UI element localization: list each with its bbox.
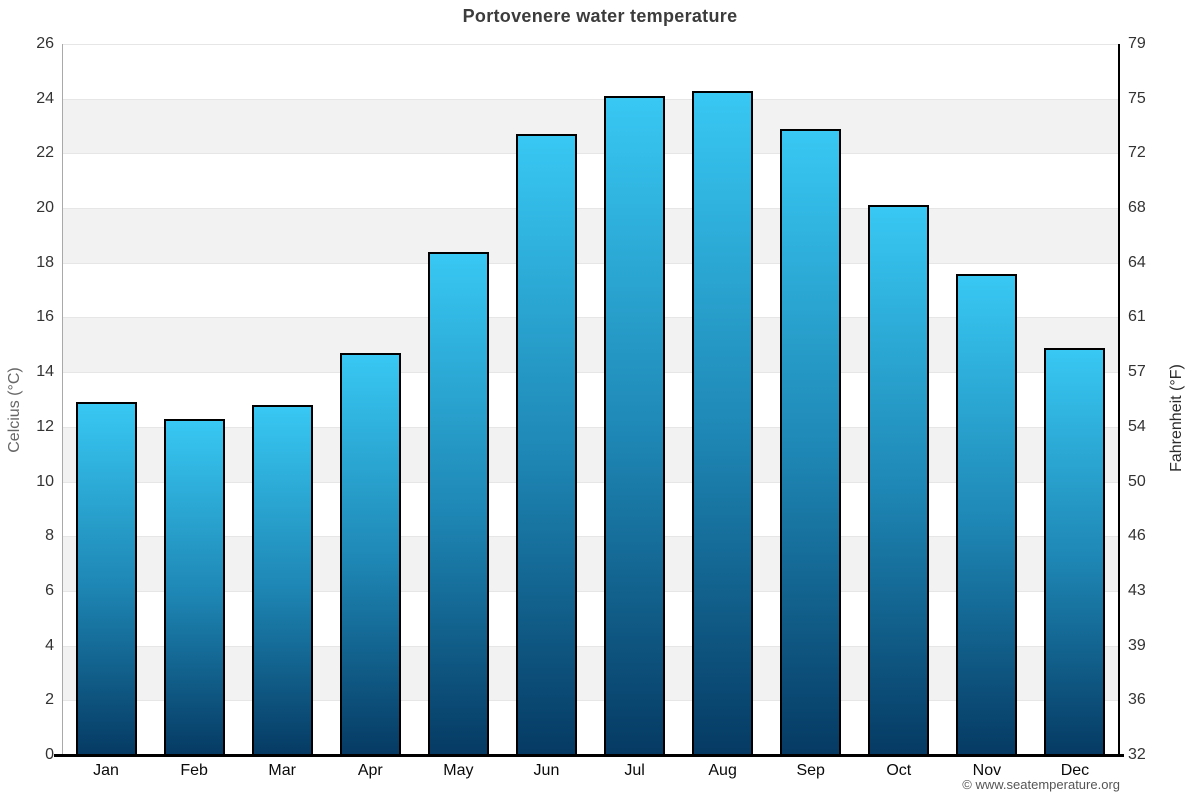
gridline — [62, 372, 1119, 374]
plot-band — [62, 153, 1119, 209]
y-axis-title-celsius: Celcius (°C) — [6, 367, 23, 453]
bar-dec[interactable] — [1044, 347, 1106, 755]
plot-band — [62, 98, 1119, 154]
bar-feb[interactable] — [163, 418, 225, 755]
plot-band — [62, 700, 1119, 755]
bar-may[interactable] — [427, 251, 489, 755]
gridline — [62, 208, 1119, 210]
y-axis-line-fahrenheit — [1118, 44, 1120, 755]
y-axis-tick-fahrenheit: 36 — [1128, 691, 1146, 709]
x-axis-label-oct: Oct — [886, 762, 912, 779]
y-axis-tick-celsius: 26 — [36, 35, 54, 52]
y-axis-tick-celsius: 2 — [45, 691, 54, 709]
gridline — [62, 645, 1119, 647]
x-axis-label-aug: Aug — [708, 762, 737, 779]
y-axis-tick-fahrenheit: 32 — [1128, 746, 1146, 763]
y-axis-line-celsius — [62, 44, 63, 755]
x-axis-label-jan: Jan — [93, 762, 119, 779]
y-axis-tick-celsius: 22 — [36, 144, 54, 162]
gridline — [62, 98, 1119, 100]
gridline — [62, 426, 1119, 428]
plot-band — [62, 262, 1119, 318]
y-axis-tick-fahrenheit: 54 — [1128, 417, 1146, 435]
y-axis-tick-fahrenheit: 79 — [1128, 35, 1146, 52]
gridline — [62, 44, 1119, 45]
x-axis-label-apr: Apr — [357, 762, 383, 779]
bar-mar[interactable] — [251, 404, 313, 755]
y-axis-tick-celsius: 20 — [36, 199, 54, 217]
y-axis-tick-fahrenheit: 43 — [1128, 581, 1146, 599]
plot-band — [62, 481, 1119, 537]
y-axis-tick-celsius: 0 — [45, 746, 54, 763]
plot-band — [62, 536, 1119, 591]
x-axis-label-mar: Mar — [268, 762, 296, 779]
plot-band — [62, 208, 1119, 263]
bar-jun[interactable] — [515, 134, 577, 755]
x-axis-label-dec: Dec — [1060, 762, 1090, 779]
gridline — [62, 481, 1119, 483]
copyright-credit[interactable]: © www.seatemperature.org — [962, 777, 1120, 792]
y-axis-tick-celsius: 24 — [36, 89, 54, 107]
plot-band — [62, 372, 1119, 427]
gridline — [62, 262, 1119, 264]
y-axis-tick-celsius: 16 — [36, 308, 54, 326]
bar-aug[interactable] — [692, 90, 754, 755]
y-axis-tick-fahrenheit: 61 — [1128, 308, 1146, 326]
x-axis-label-jul: Jul — [624, 762, 645, 779]
plot-area — [62, 44, 1119, 756]
plot-band — [62, 590, 1119, 646]
bar-apr[interactable] — [339, 353, 401, 755]
x-axis-label-may: May — [443, 762, 474, 779]
plot-band — [62, 44, 1119, 99]
y-axis-tick-fahrenheit: 64 — [1128, 253, 1146, 271]
bar-sep[interactable] — [780, 128, 842, 755]
plot-band — [62, 645, 1119, 701]
y-axis-tick-fahrenheit: 39 — [1128, 636, 1146, 654]
chart-title: Portovenere water temperature — [462, 6, 738, 26]
y-axis-tick-fahrenheit: 57 — [1128, 363, 1146, 381]
y-axis-tick-fahrenheit: 68 — [1128, 199, 1146, 217]
gridline — [62, 153, 1119, 155]
plot-band — [62, 317, 1119, 373]
y-axis-tick-celsius: 14 — [36, 363, 54, 381]
gridline — [62, 590, 1119, 592]
gridline — [62, 536, 1119, 538]
bar-jul[interactable] — [604, 95, 666, 755]
y-axis-tick-fahrenheit: 46 — [1128, 527, 1146, 545]
y-axis-tick-celsius: 8 — [45, 527, 54, 545]
y-axis-tick-celsius: 18 — [36, 253, 54, 271]
x-axis-label-jun: Jun — [533, 762, 560, 779]
x-axis-label-nov: Nov — [972, 762, 1002, 779]
y-axis-tick-celsius: 12 — [36, 417, 54, 435]
y-axis-tick-celsius: 6 — [45, 581, 54, 599]
x-axis-line — [54, 754, 1124, 757]
bar-jan[interactable] — [75, 402, 137, 755]
plot-band — [62, 426, 1119, 482]
x-axis-label-sep: Sep — [796, 762, 825, 779]
y-axis-tick-fahrenheit: 75 — [1128, 89, 1146, 107]
x-axis-label-feb: Feb — [180, 762, 208, 779]
y-axis-tick-celsius: 10 — [36, 472, 54, 490]
bar-nov[interactable] — [956, 273, 1018, 755]
y-axis-tick-fahrenheit: 50 — [1128, 472, 1146, 490]
y-axis-title-fahrenheit: Fahrenheit (°F) — [1168, 364, 1185, 472]
gridline — [62, 317, 1119, 319]
bar-oct[interactable] — [868, 205, 930, 755]
y-axis-tick-fahrenheit: 72 — [1128, 144, 1146, 162]
gridline — [62, 700, 1119, 702]
y-axis-tick-celsius: 4 — [45, 636, 54, 654]
